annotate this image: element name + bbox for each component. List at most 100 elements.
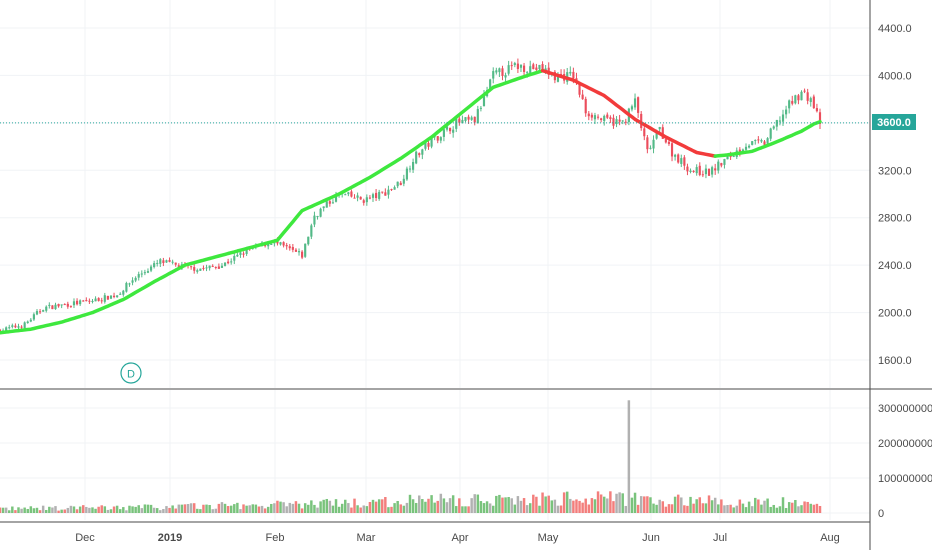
candle xyxy=(242,251,245,258)
candle xyxy=(751,140,754,146)
volume-bar xyxy=(112,506,116,513)
candle xyxy=(384,188,387,196)
volume-bar xyxy=(766,498,769,513)
volume-bar xyxy=(35,507,39,513)
volume-bar xyxy=(448,498,452,513)
candle xyxy=(399,181,402,186)
ma-segment xyxy=(0,68,545,335)
volume-bar xyxy=(223,503,227,513)
candle xyxy=(54,302,57,310)
volume-bar xyxy=(303,503,307,513)
volume-bar xyxy=(26,508,29,513)
volume-bar xyxy=(609,491,612,513)
volume-bar xyxy=(781,497,785,513)
time-tick-label: Mar xyxy=(357,532,376,544)
volume-bar xyxy=(270,503,273,513)
volume-bar xyxy=(186,504,190,513)
candle xyxy=(353,194,356,199)
volume-bar xyxy=(572,500,575,513)
volume-bar xyxy=(208,504,211,513)
volume-bar xyxy=(584,498,587,513)
volume-bar xyxy=(242,504,245,513)
candle xyxy=(643,124,646,141)
volume-bar xyxy=(803,501,806,513)
volume-bar xyxy=(488,503,492,513)
volume-bar xyxy=(504,497,507,513)
volume-bar xyxy=(103,506,107,513)
candle xyxy=(214,266,217,270)
candle xyxy=(390,188,393,191)
candle xyxy=(794,94,797,105)
volume-bar xyxy=(421,499,424,513)
candle xyxy=(285,242,288,250)
candle xyxy=(421,148,424,160)
volume-bar xyxy=(544,496,547,513)
volume-bar xyxy=(328,500,332,513)
marker-circle[interactable]: D xyxy=(120,362,142,384)
volume-bar xyxy=(288,502,292,513)
volume-bar xyxy=(368,502,372,513)
volume-bar xyxy=(214,508,218,513)
candle xyxy=(458,115,461,126)
volume-bar xyxy=(245,505,248,513)
volume-bar xyxy=(334,499,338,513)
candle xyxy=(378,189,381,201)
volume-bar xyxy=(760,504,763,513)
volume-bar xyxy=(143,504,147,513)
candle xyxy=(322,206,325,212)
time-tick-label: Jul xyxy=(713,532,727,544)
volume-bar xyxy=(569,498,572,513)
volume-bar xyxy=(239,509,242,513)
volume-bar xyxy=(316,507,319,513)
time-tick-label: Jun xyxy=(642,532,660,544)
volume-bar xyxy=(815,503,819,513)
volume-bar xyxy=(205,504,208,513)
candle xyxy=(778,116,782,126)
volume-bar xyxy=(541,492,544,513)
volume-tick-label: 300000000 xyxy=(878,403,932,415)
volume-bar xyxy=(507,497,510,513)
moving-average xyxy=(0,68,822,335)
candle xyxy=(430,137,433,149)
candle xyxy=(371,192,375,202)
candle xyxy=(227,258,230,265)
candle xyxy=(310,223,313,240)
volume-bar xyxy=(772,504,775,513)
volume-bar xyxy=(744,507,748,513)
volume-bar xyxy=(627,400,631,513)
candle xyxy=(606,112,609,120)
volume-bar xyxy=(458,498,461,513)
candle xyxy=(473,116,476,126)
candle xyxy=(88,298,91,304)
volume-bar xyxy=(686,505,689,513)
volume-bar xyxy=(17,507,20,513)
volume-bar xyxy=(809,503,812,513)
volume-bar xyxy=(236,502,239,513)
candle xyxy=(704,164,708,179)
candle xyxy=(365,194,368,206)
volume-bar xyxy=(618,492,621,513)
volume-bar xyxy=(791,502,794,513)
volume-bar xyxy=(202,504,205,513)
candle xyxy=(72,298,76,309)
volume-bar xyxy=(399,504,402,513)
candle xyxy=(32,312,35,321)
candle xyxy=(501,65,504,81)
volume-bar xyxy=(353,498,356,513)
volume-bar xyxy=(562,492,566,513)
candle xyxy=(757,136,760,144)
candle xyxy=(233,253,236,265)
candle xyxy=(581,89,584,100)
volume-bar xyxy=(51,507,54,513)
volume-bar xyxy=(655,504,658,513)
volume-bar xyxy=(300,508,304,513)
volume-bar xyxy=(673,496,677,513)
time-tick-label: Aug xyxy=(820,532,840,544)
volume-bar xyxy=(344,499,347,513)
volume-bar xyxy=(646,496,649,513)
volume-bar xyxy=(498,494,501,513)
volume-bar xyxy=(85,506,88,513)
volume-bar xyxy=(414,502,418,513)
volume-bar xyxy=(20,508,23,513)
